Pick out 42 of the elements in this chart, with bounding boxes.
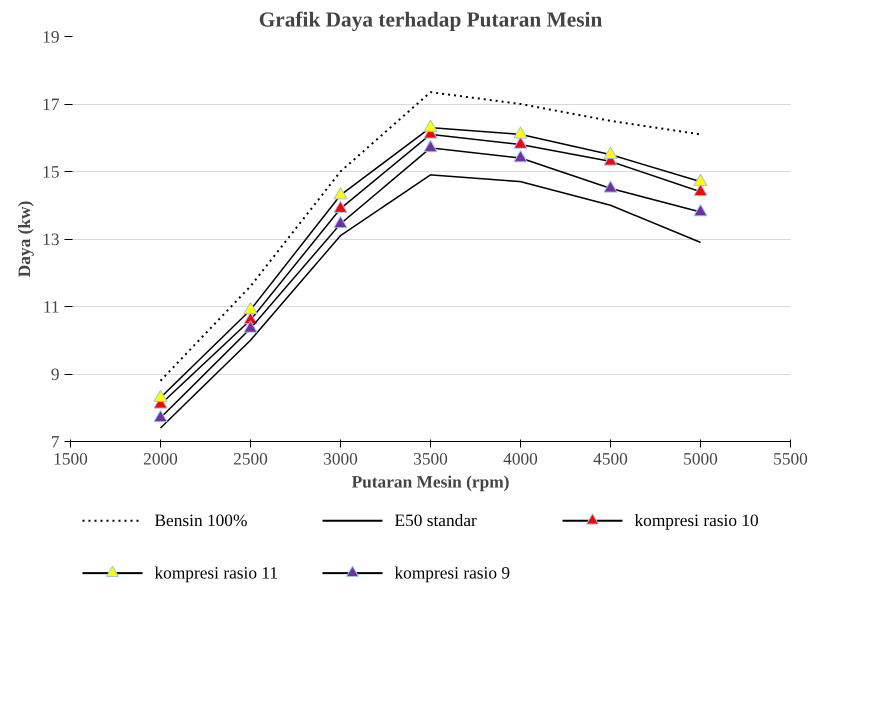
x-tick-label: 2500 bbox=[233, 450, 268, 468]
point bbox=[424, 140, 438, 152]
y-tick-label: 9 bbox=[50, 365, 60, 384]
y-tick-label: 11 bbox=[42, 298, 60, 316]
y-tick-label: 19 bbox=[42, 28, 60, 46]
point bbox=[694, 204, 708, 216]
y-tick-label: 15 bbox=[42, 162, 60, 182]
x-tick-label: 5000 bbox=[683, 450, 718, 468]
x-tick-label: 3000 bbox=[323, 450, 358, 468]
x-axis-title: Putaran Mesin (rpm) bbox=[352, 472, 510, 492]
point bbox=[334, 216, 348, 228]
x-tick-label: 5500 bbox=[773, 450, 808, 468]
x-tick-label: 1500 bbox=[53, 450, 88, 468]
point bbox=[514, 150, 528, 162]
x-tick-label: 4500 bbox=[593, 450, 628, 468]
point bbox=[334, 200, 348, 213]
legend-label: kompresi rasio 11 bbox=[154, 564, 278, 583]
chart-title: Grafik Daya terhadap Putaran Mesin bbox=[258, 8, 602, 32]
legend-label: kompresi rasio 9 bbox=[394, 564, 510, 583]
point bbox=[694, 174, 708, 186]
point bbox=[604, 180, 618, 193]
point bbox=[154, 410, 168, 422]
point bbox=[424, 120, 438, 132]
y-tick-label: 17 bbox=[42, 95, 60, 114]
x-tick-label: 3500 bbox=[413, 450, 448, 468]
legend-label: Bensin 100% bbox=[154, 511, 248, 530]
x-tick-label: 2000 bbox=[143, 450, 178, 468]
line-series bbox=[160, 174, 702, 429]
legend-label: kompresi rasio 10 bbox=[634, 511, 759, 530]
x-tick-label: 4000 bbox=[503, 450, 538, 468]
point bbox=[244, 320, 258, 333]
y-tick-label: 7 bbox=[50, 432, 60, 452]
point bbox=[244, 302, 258, 314]
y-tick-label: 13 bbox=[42, 230, 60, 249]
point bbox=[334, 187, 348, 200]
point bbox=[694, 184, 708, 196]
y-axis-title: Daya (kw) bbox=[15, 200, 34, 278]
point bbox=[154, 390, 168, 402]
point bbox=[604, 146, 618, 159]
legend-label: E50 standar bbox=[394, 511, 478, 530]
line-series bbox=[160, 91, 702, 382]
point bbox=[514, 126, 528, 139]
